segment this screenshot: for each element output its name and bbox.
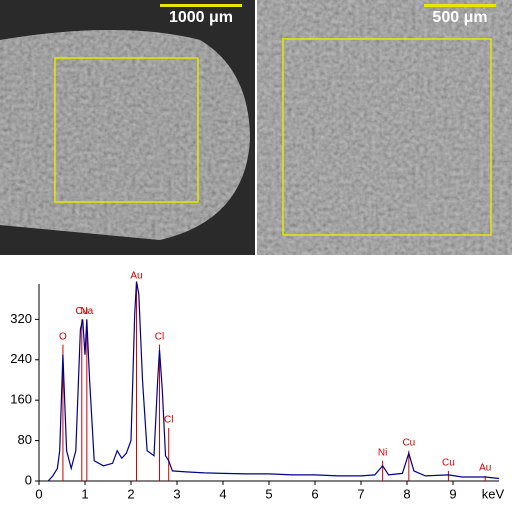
sem-image-right: 500 μm	[257, 0, 512, 255]
spectrum	[47, 281, 500, 482]
scale-label: 500 μm	[432, 9, 487, 26]
x-tick-label: 7	[357, 486, 364, 501]
x-tick-label: 4	[219, 486, 226, 501]
peak-label: Na	[80, 306, 93, 317]
peak-label: O	[59, 331, 67, 342]
x-tick-label: 6	[311, 486, 318, 501]
x-tick-label: 8	[403, 486, 410, 501]
x-tick-label: 0	[35, 486, 42, 501]
peak-label: Cl	[155, 331, 164, 342]
x-tick-label: 2	[127, 486, 134, 501]
peak-label: Ni	[378, 447, 387, 458]
y-tick-label: 80	[18, 432, 32, 447]
peak-label: Cu	[75, 306, 88, 317]
x-axis-label: keV	[482, 486, 505, 501]
y-tick-label: 320	[10, 311, 32, 326]
peak-label: Cu	[402, 437, 415, 448]
peak-label: Cu	[442, 458, 455, 469]
peak-label: Au	[130, 271, 142, 282]
y-tick-label: 160	[10, 392, 32, 407]
sem-image-left: 1000 μm	[0, 0, 255, 255]
x-tick-label: 5	[265, 486, 272, 501]
y-tick-label: 0	[25, 472, 32, 487]
scale-label: 1000 μm	[169, 9, 233, 26]
peak-label: Au	[479, 463, 491, 474]
x-tick-label: 3	[173, 486, 180, 501]
x-tick-label: 1	[81, 486, 88, 501]
y-tick-label: 240	[10, 351, 32, 366]
peak-label: Cl	[164, 415, 173, 426]
x-tick-label: 9	[449, 486, 456, 501]
